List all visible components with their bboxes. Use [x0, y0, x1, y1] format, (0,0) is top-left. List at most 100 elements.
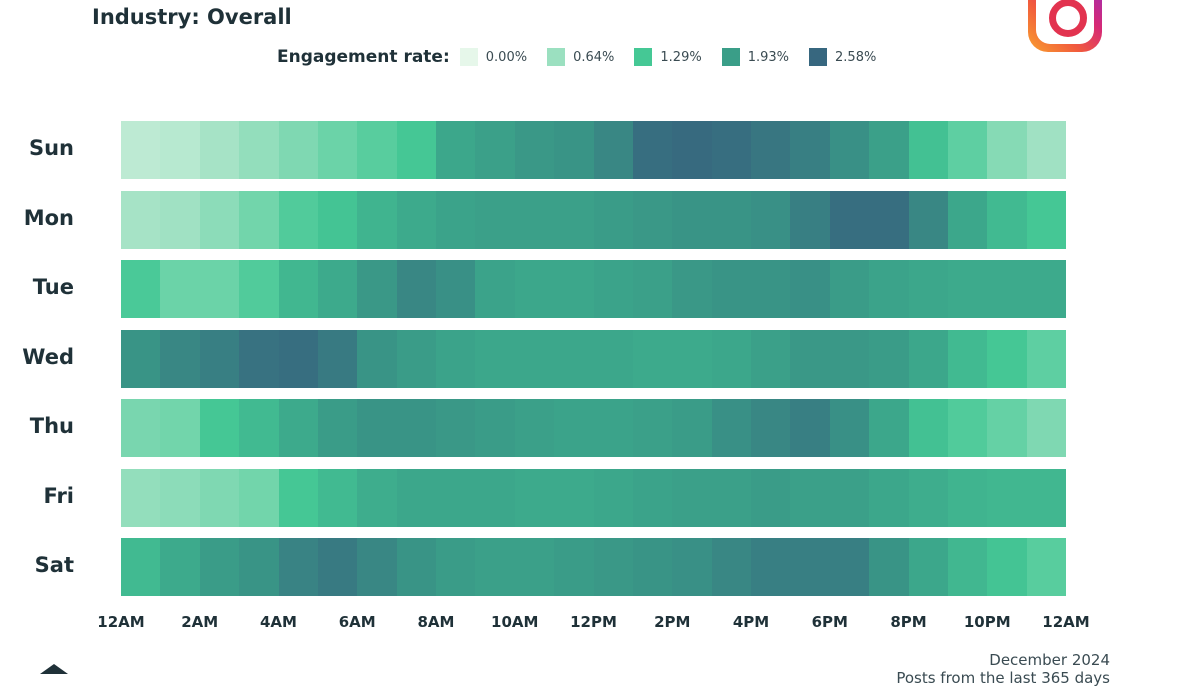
heatmap-cell — [751, 260, 791, 318]
heatmap-cell — [475, 260, 515, 318]
heatmap-cell — [514, 399, 555, 457]
footer-date: December 2024 — [989, 651, 1110, 669]
heatmap-cell — [987, 260, 1027, 318]
brand-logo-icon — [40, 664, 68, 674]
heatmap-row-sat — [121, 538, 1066, 596]
x-tick-label: 10AM — [491, 613, 539, 631]
row-label-tue: Tue — [32, 275, 74, 299]
heatmap-cell — [554, 330, 594, 388]
heatmap-cell — [160, 399, 200, 457]
heatmap-cell — [790, 121, 830, 179]
heatmap-cell — [987, 469, 1027, 527]
heatmap-cell — [711, 538, 751, 596]
heatmap-cell — [869, 260, 909, 318]
heatmap-cell — [475, 330, 515, 388]
heatmap-cell — [199, 191, 240, 249]
heatmap-cell — [947, 191, 988, 249]
legend-label: 0.64% — [573, 49, 615, 65]
legend-label: 1.93% — [747, 49, 790, 65]
heatmap-cell — [436, 191, 476, 249]
heatmap-cell — [869, 538, 909, 596]
heatmap-cell — [790, 399, 830, 457]
heatmap-cell — [278, 121, 318, 179]
heatmap-cell — [790, 191, 830, 249]
heatmap-cell — [396, 121, 436, 179]
heatmap-cell — [908, 330, 948, 388]
heatmap-cell — [239, 260, 279, 318]
heatmap-cell — [396, 538, 436, 596]
heatmap-cell — [357, 469, 397, 527]
x-tick-label: 10PM — [963, 613, 1011, 631]
heatmap-cell — [829, 538, 870, 596]
heatmap-cell — [475, 121, 515, 179]
heatmap-cell — [593, 469, 633, 527]
heatmap-cell — [199, 330, 240, 388]
heatmap-cell — [396, 399, 436, 457]
row-label-wed: Wed — [22, 345, 74, 369]
heatmap-cell — [632, 121, 673, 179]
heatmap-cell — [554, 260, 594, 318]
heatmap-row-tue — [121, 260, 1066, 318]
heatmap-cell — [475, 469, 515, 527]
legend-item: 0.00% — [459, 48, 527, 66]
heatmap-cell — [199, 121, 240, 179]
heatmap-cell — [475, 191, 515, 249]
heatmap-cell — [554, 469, 594, 527]
heatmap-cell — [317, 538, 358, 596]
heatmap-cell — [475, 399, 515, 457]
heatmap-cell — [593, 260, 633, 318]
heatmap-cell — [239, 469, 279, 527]
heatmap-cell — [593, 121, 633, 179]
heatmap-cell — [632, 399, 673, 457]
heatmap-cell — [1026, 330, 1066, 388]
heatmap-cell — [357, 191, 397, 249]
heatmap-cell — [278, 191, 318, 249]
heatmap-cell — [987, 538, 1027, 596]
heatmap-cell — [199, 399, 240, 457]
heatmap-cell — [278, 399, 318, 457]
heatmap-cell — [593, 191, 633, 249]
heatmap-cell — [160, 191, 200, 249]
heatmap-cell — [436, 330, 476, 388]
x-tick-label: 4AM — [260, 613, 297, 631]
heatmap-cell — [554, 121, 594, 179]
legend-swatch — [809, 48, 828, 66]
legend-item: 2.58% — [809, 48, 876, 66]
heatmap-cell — [829, 469, 870, 527]
heatmap-cell — [1026, 121, 1066, 179]
heatmap-cell — [672, 469, 712, 527]
instagram-icon-lens — [1049, 0, 1087, 37]
heatmap-cell — [672, 538, 712, 596]
heatmap-cell — [672, 191, 712, 249]
heatmap-cell — [436, 121, 476, 179]
heatmap-cell — [790, 260, 830, 318]
heatmap-cell — [751, 469, 791, 527]
heatmap-cell — [751, 399, 791, 457]
heatmap-row-sun — [121, 121, 1066, 179]
row-label-sat: Sat — [34, 553, 74, 577]
row-label-fri: Fri — [43, 484, 74, 508]
heatmap-cell — [396, 191, 436, 249]
heatmap-cell — [317, 330, 358, 388]
heatmap-cell — [672, 330, 712, 388]
heatmap-row-mon — [121, 191, 1066, 249]
heatmap-cell — [317, 469, 358, 527]
heatmap-cell — [790, 469, 830, 527]
footer-note: Posts from the last 365 days — [896, 669, 1110, 687]
heatmap-cell — [160, 330, 200, 388]
heatmap-cell — [908, 191, 948, 249]
heatmap-cell — [632, 260, 673, 318]
heatmap-cell — [199, 538, 240, 596]
heatmap-cell — [396, 469, 436, 527]
heatmap-row-fri — [121, 469, 1066, 527]
heatmap-cell — [160, 260, 200, 318]
heatmap-cell — [554, 538, 594, 596]
heatmap-cell — [751, 330, 791, 388]
heatmap-cell — [711, 399, 751, 457]
heatmap-cell — [121, 330, 161, 388]
heatmap-cell — [436, 260, 476, 318]
heatmap-cell — [514, 191, 555, 249]
heatmap-cell — [593, 330, 633, 388]
legend-swatch — [547, 48, 566, 66]
legend-swatch — [721, 48, 740, 66]
